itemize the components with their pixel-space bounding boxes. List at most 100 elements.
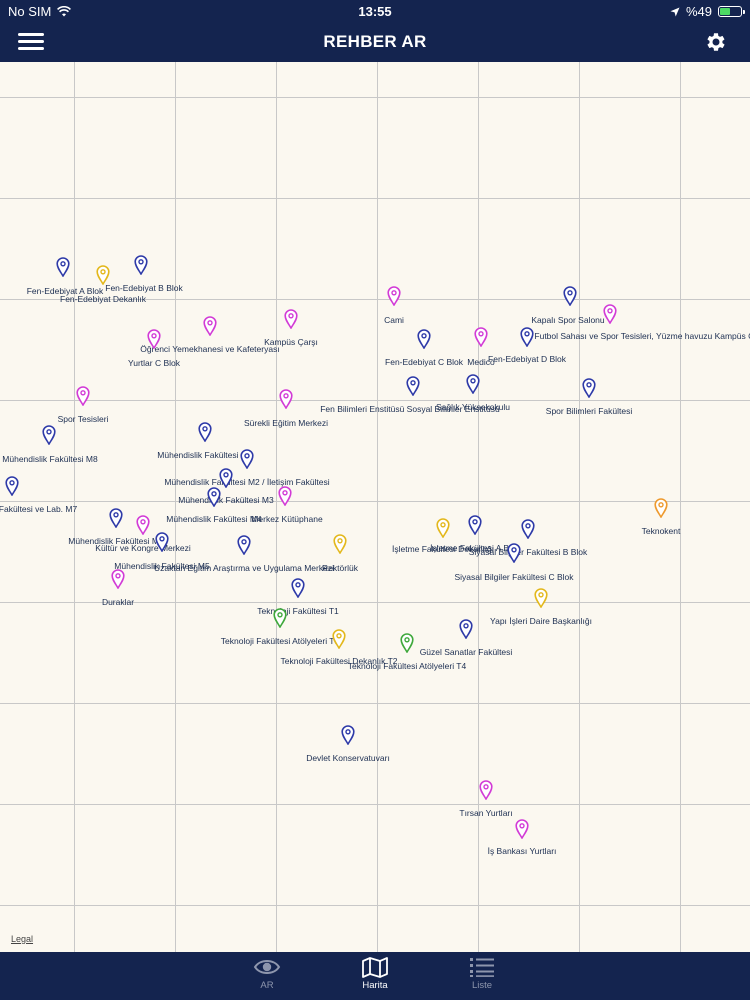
map-marker-label[interactable]: İşletme Fakültesi A Blok [430, 543, 520, 553]
map-pin-icon[interactable] [436, 518, 450, 538]
hamburger-menu-icon[interactable] [18, 30, 44, 54]
tab-harita[interactable]: Harita [345, 956, 405, 991]
map-pin-icon[interactable] [147, 329, 161, 349]
map-pin-icon[interactable] [341, 725, 355, 745]
map-pin-icon[interactable] [237, 535, 251, 555]
map-marker-label[interactable]: Spor Bilimleri Fakültesi [545, 406, 633, 416]
map-marker-label[interactable]: Rektörlük [322, 563, 358, 573]
map-pin-icon[interactable] [468, 515, 482, 535]
campus-map[interactable]: Legal Fen-Edebiyat A Blok Fen-Edebiyat De… [0, 62, 750, 952]
map-marker-label[interactable]: Kampüs Çarşı [264, 337, 318, 347]
map-marker-label[interactable]: Teknokent [641, 526, 681, 536]
map-marker-label[interactable]: Cami [384, 315, 404, 325]
map-pin-icon[interactable] [219, 468, 233, 488]
map-pin-icon[interactable] [203, 316, 217, 336]
map-pin-icon[interactable] [207, 487, 221, 507]
map-pin-icon[interactable] [279, 389, 293, 409]
map-pin-icon[interactable] [387, 286, 401, 306]
battery-icon [718, 6, 745, 17]
map-pin-icon[interactable] [406, 376, 420, 396]
map-marker-label[interactable]: Öğrenci Yemekhanesi ve Kafeteryası [140, 344, 280, 354]
map-marker-label[interactable]: Mühendislik Fakültesi M5 [114, 561, 210, 571]
map-pin-icon[interactable] [534, 588, 548, 608]
legal-link[interactable]: Legal [11, 934, 34, 944]
map-pin-icon[interactable] [5, 476, 19, 496]
map-marker-label[interactable]: Fen-Edebiyat D Blok [488, 354, 566, 364]
map-marker-label[interactable]: İş Bankası Yurtları [487, 846, 557, 856]
map-pin-icon[interactable] [417, 329, 431, 349]
map-marker-label[interactable]: Kültür ve Kongre Merkezi [95, 543, 191, 553]
map-pin-icon[interactable] [603, 304, 617, 324]
map-icon [362, 957, 388, 978]
map-marker-label[interactable]: Teknoloji Fakültesi Dekanlık T2 [280, 656, 398, 666]
map-marker-label[interactable]: Yurtlar C Blok [128, 358, 180, 368]
map-pin-icon[interactable] [273, 608, 287, 628]
map-pin-icon[interactable] [466, 374, 480, 394]
map-pin-icon[interactable] [111, 569, 125, 589]
map-marker-label[interactable]: Devlet Konservatuvarı [306, 753, 390, 763]
map-pin-icon[interactable] [96, 265, 110, 285]
map-marker-label[interactable]: Kapalı Spor Salonu [531, 315, 605, 325]
map-marker-label[interactable]: Fen-Edebiyat B Blok [105, 283, 183, 293]
map-marker-label[interactable]: Uzaktan Eğitim Araştırma ve Uygulama Mer… [154, 563, 334, 573]
map-marker-label[interactable]: Sürekli Eğitim Merkezi [243, 418, 329, 428]
map-pin-icon[interactable] [56, 257, 70, 277]
map-pin-icon[interactable] [459, 619, 473, 639]
status-right: %49 [670, 4, 745, 19]
map-pin-icon[interactable] [134, 255, 148, 275]
map-pin-icon[interactable] [520, 327, 534, 347]
map-marker-label[interactable]: Medico [467, 357, 495, 367]
tab-liste[interactable]: Liste [452, 956, 512, 991]
map-pin-icon[interactable] [278, 486, 292, 506]
map-pin-icon[interactable] [515, 819, 529, 839]
map-pin-icon[interactable] [198, 422, 212, 442]
map-marker-label[interactable]: Mühendislik Fakültesi M8 [2, 454, 98, 464]
map-pin-icon[interactable] [155, 532, 169, 552]
map-marker-label[interactable]: Duraklar [101, 597, 135, 607]
map-marker-label[interactable]: Mühendislik Fakültesi M1 [157, 450, 253, 460]
map-pin-icon[interactable] [109, 508, 123, 528]
map-marker-label[interactable]: Teknoloji Fakültesi T1 [257, 606, 339, 616]
map-pin-icon[interactable] [507, 543, 521, 563]
map-pin-icon[interactable] [563, 286, 577, 306]
tab-ar[interactable]: AR [237, 956, 297, 991]
map-pin-icon[interactable] [76, 386, 90, 406]
map-pin-icon[interactable] [333, 534, 347, 554]
map-pin-icon[interactable] [654, 498, 668, 518]
map-pin-icon[interactable] [42, 425, 56, 445]
map-pin-icon[interactable] [521, 519, 535, 539]
map-pin-icon[interactable] [582, 378, 596, 398]
map-marker-label[interactable]: Mühendislik Fakültesi M6 [68, 536, 164, 546]
map-marker-label[interactable]: Merkez Kütüphane [251, 514, 323, 524]
gear-icon[interactable] [704, 30, 728, 54]
map-marker-label[interactable]: Teknoloji Fakültesi Atölyeleri T4 [347, 661, 467, 671]
map-marker-label[interactable]: Tırsan Yurtları [459, 808, 513, 818]
map-marker-label[interactable]: İşletme Fakültesi Dekanlığı [391, 544, 495, 554]
map-marker-label[interactable]: Fen-Edebiyat Dekanlık [60, 294, 146, 304]
nav-bar: REHBER AR [0, 22, 750, 62]
map-marker-label[interactable]: Sağlık Yüksekokulu [435, 402, 511, 412]
map-marker-label[interactable]: Mühendislik Fakültesi M4 [166, 514, 262, 524]
map-marker-label[interactable]: Siyasal Bilgiler Fakültesi B Blok [468, 547, 588, 557]
map-pin-icon[interactable] [332, 629, 346, 649]
map-marker-label[interactable]: Teknoloji Fakültesi Atölyeleri T3 [220, 636, 340, 646]
map-marker-label[interactable]: Yapı İşleri Daire Başkanlığı [490, 616, 592, 626]
map-pin-icon[interactable] [400, 633, 414, 653]
map-pin-icon[interactable] [479, 780, 493, 800]
map-marker-label[interactable]: Siyasal Bilgiler Fakültesi C Blok [454, 572, 574, 582]
map-marker-label[interactable]: Güzel Sanatlar Fakültesi [419, 647, 513, 657]
map-marker-label[interactable]: Fen-Edebiyat C Blok [385, 357, 463, 367]
map-pin-icon[interactable] [136, 515, 150, 535]
map-marker-label[interactable]: Futbol Sahası ve Spor Tesisleri, Yüzme h… [534, 331, 750, 341]
map-marker-label[interactable]: Mühendislik Fakültesi M3 [178, 495, 274, 505]
map-marker-label[interactable]: Fen Bilimleri Enstitüsü Sosyal Bilimler … [320, 404, 500, 414]
map-marker-label[interactable]: Fakültesi ve Lab. M7 [0, 504, 78, 514]
tab-liste-label: Liste [471, 980, 493, 991]
map-marker-label[interactable]: Fen-Edebiyat A Blok [26, 286, 104, 296]
map-marker-label[interactable]: Spor Tesisleri [57, 414, 109, 424]
map-pin-icon[interactable] [240, 449, 254, 469]
map-pin-icon[interactable] [291, 578, 305, 598]
map-pin-icon[interactable] [474, 327, 488, 347]
map-pin-icon[interactable] [284, 309, 298, 329]
map-marker-label[interactable]: Mühendislik Fakültesi M2 / İletişim Fakü… [164, 477, 330, 487]
